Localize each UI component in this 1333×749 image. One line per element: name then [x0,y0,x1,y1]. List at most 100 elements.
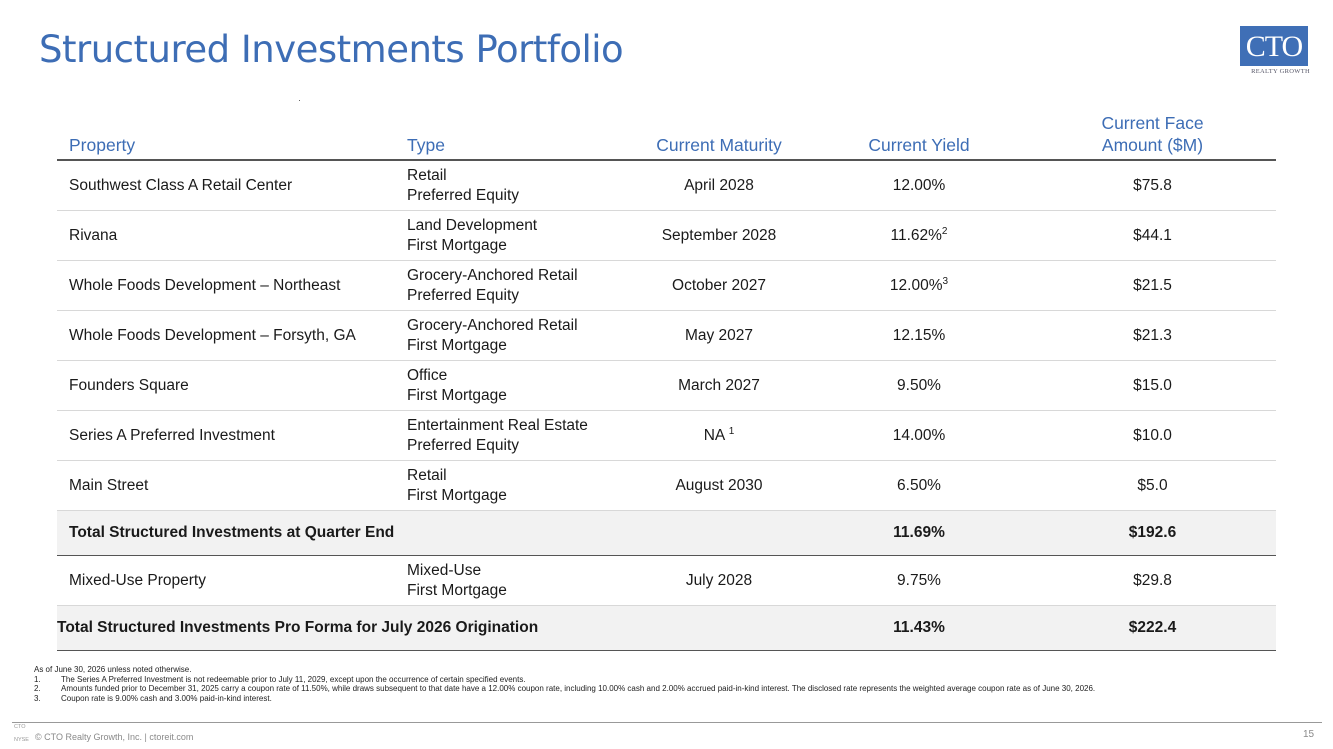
cell-property: Mixed-Use Property [57,555,407,606]
type-line2: First Mortgage [407,581,507,599]
type-line2: Preferred Equity [407,436,519,454]
cell-property: Southwest Class A Retail Center [57,160,407,211]
total-proforma-face: $222.4 [1029,605,1276,651]
footnote-text: The Series A Preferred Investment is not… [61,674,526,684]
yield-value: 12.00% [892,176,946,194]
cell-face: $29.8 [1029,555,1276,606]
total-quarter-row: Total Structured Investments at Quarter … [57,510,1276,556]
cell-maturity: August 2030 [629,460,809,511]
footnote-item: 1. The Series A Preferred Investment is … [34,675,1294,685]
nyse-badge: CTO NYSE [14,724,34,743]
cell-face: $75.8 [1029,160,1276,211]
header-face-line1: Current Face [1101,113,1204,133]
nyse-ticker: CTO [14,724,26,730]
table-row: Whole Foods Development – Northeast Groc… [57,260,1276,311]
cell-property: Rivana [57,210,407,261]
cell-face: $10.0 [1029,410,1276,461]
table-row: Whole Foods Development – Forsyth, GA Gr… [57,310,1276,361]
page-number: 15 [1303,729,1315,740]
type-line1: Retail [407,166,447,184]
type-line2: First Mortgage [407,486,507,504]
total-quarter-face: $192.6 [1029,510,1276,556]
cell-yield: 6.50% [809,460,1029,511]
cell-type: Entertainment Real Estate Preferred Equit… [407,410,629,461]
logo-mark: CTO [1240,26,1308,66]
cell-yield: 12.15% [809,310,1029,361]
cell-property: Whole Foods Development – Forsyth, GA [57,310,407,361]
logo-subtitle: REALTY GROWTH [1251,68,1310,75]
cell-yield: 14.00% [809,410,1029,461]
footnote-item: 3. Coupon rate is 9.00% cash and 3.00% p… [34,694,1294,704]
cell-type: Grocery-Anchored Retail Preferred Equity [407,260,629,311]
table-row: Southwest Class A Retail Center Retail Pr… [57,160,1276,211]
yield-value: 11.62% [890,226,942,244]
cell-maturity: July 2028 [629,555,809,606]
cell-maturity: NA 1 [629,410,809,461]
total-proforma-yield: 11.43% [809,605,1029,651]
nyse-exchange: NYSE [14,737,29,743]
type-line2: Preferred Equity [407,186,519,204]
table-header-row: Property Type Current Maturity Current Y… [57,112,1276,161]
cell-maturity: October 2027 [629,260,809,311]
maturity-value: May 2027 [684,326,754,344]
footnote-intro: As of June 30, 2026 unless noted otherwi… [34,665,192,674]
type-line2: Preferred Equity [407,286,519,304]
cell-yield: 9.75% [809,555,1029,606]
footnote-number: 2. [34,684,41,694]
cell-yield: 12.00% [809,160,1029,211]
header-type: Type [407,112,629,161]
table-row: Series A Preferred Investment Entertainm… [57,410,1276,461]
footnote-number: 1. [34,674,41,684]
type-line1: Retail [407,466,447,484]
total-proforma-row: Total Structured Investments Pro Forma f… [57,605,1276,651]
cell-type: Mixed-Use First Mortgage [407,555,629,606]
type-line2: First Mortgage [407,236,507,254]
cell-property: Main Street [57,460,407,511]
header-face-line2: Amount ($M) [1101,135,1204,155]
type-line2: First Mortgage [407,386,507,404]
maturity-value: September 2028 [661,226,777,244]
cell-maturity: September 2028 [629,210,809,261]
footer-copyright: © CTO Realty Growth, Inc. | ctoreit.com [35,732,194,742]
table-row: Founders Square Office First Mortgage Mar… [57,360,1276,411]
cell-yield: 9.50% [809,360,1029,411]
yield-value: 12.00% [889,276,943,294]
maturity-value: October 2027 [672,276,766,294]
cell-maturity: April 2028 [629,160,809,211]
footnote-text: Coupon rate is 9.00% cash and 3.00% paid… [61,694,272,704]
maturity-value: March 2027 [678,376,760,394]
type-line1: Grocery-Anchored Retail [407,316,578,334]
yield-value: 9.50% [897,376,941,394]
yield-value: 6.50% [897,476,941,494]
total-quarter-yield: 11.69% [809,510,1029,556]
cell-face: $44.1 [1029,210,1276,261]
header-maturity: Current Maturity [629,112,809,161]
cell-face: $5.0 [1029,460,1276,511]
cell-type: Grocery-Anchored Retail First Mortgage [407,310,629,361]
maturity-value: April 2028 [684,176,754,194]
cell-face: $21.5 [1029,260,1276,311]
type-line1: Entertainment Real Estate [407,416,588,434]
cell-property: Founders Square [57,360,407,411]
cell-property: Series A Preferred Investment [57,410,407,461]
cell-type: Retail First Mortgage [407,460,629,511]
maturity-value: NA [703,426,729,444]
total-proforma-label: Total Structured Investments Pro Forma f… [57,605,809,651]
page-title: Structured Investments Portfolio [39,28,624,71]
stray-dot [299,100,300,101]
footnotes: As of June 30, 2026 unless noted otherwi… [34,665,1294,704]
type-line2: First Mortgage [407,336,507,354]
type-line1: Mixed-Use [407,561,482,579]
yield-value: 12.15% [892,326,946,344]
yield-footnote: 3 [942,275,949,287]
cell-face: $15.0 [1029,360,1276,411]
investments-table: Property Type Current Maturity Current Y… [57,112,1276,651]
type-line1: Land Development [407,216,538,234]
company-logo: CTO REALTY GROWTH [1240,26,1310,75]
type-line1: Office [407,366,448,384]
header-property: Property [57,112,407,161]
cell-face: $21.3 [1029,310,1276,361]
cell-yield: 11.62%2 [809,210,1029,261]
type-line1: Grocery-Anchored Retail [407,266,578,284]
cell-property: Whole Foods Development – Northeast [57,260,407,311]
